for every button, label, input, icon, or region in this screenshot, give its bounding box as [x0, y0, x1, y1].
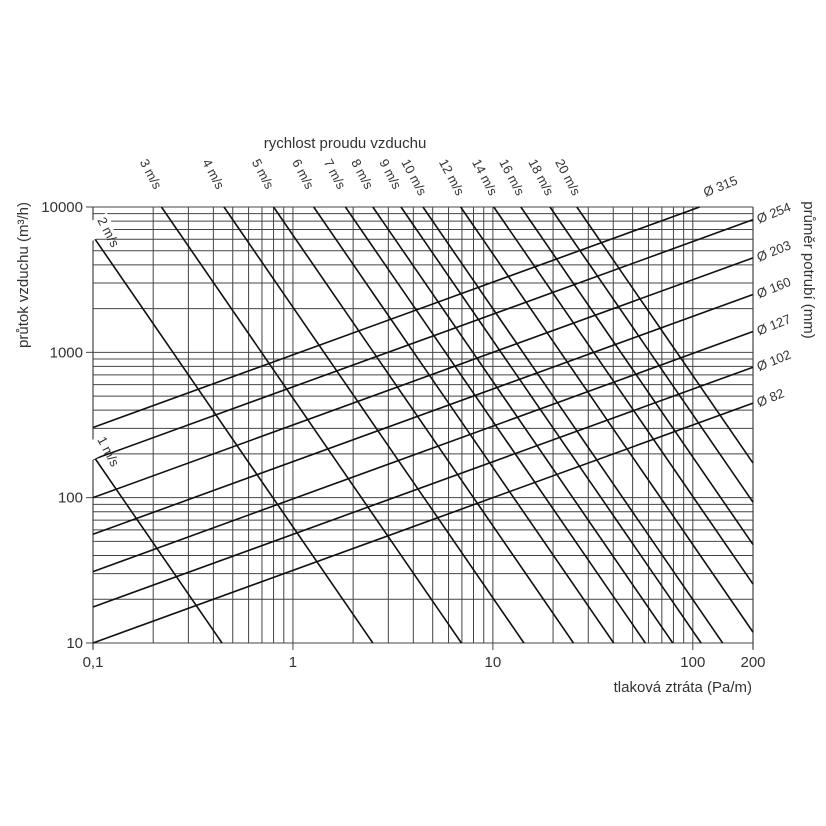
x-tick-label: 0,1	[83, 654, 104, 671]
velocity-label: 3 m/s	[137, 156, 165, 192]
velocity-line	[576, 206, 754, 464]
tick-labels: 0,1 1 10 100 200 10 100 1000 10000	[41, 199, 765, 671]
diameter-label: Ø 160	[755, 274, 793, 301]
diameter-line	[92, 402, 754, 644]
velocity-line	[549, 206, 754, 503]
velocity-line	[272, 206, 575, 644]
velocity-label: 8 m/s	[348, 156, 376, 192]
diameter-label: Ø 102	[755, 347, 793, 374]
y-tick-label: 10000	[41, 199, 83, 216]
velocity-line	[400, 206, 702, 644]
diameter-label: Ø 82	[755, 385, 787, 409]
label-background	[80, 432, 116, 463]
diameter-label: Ø 203	[755, 237, 793, 264]
velocity-line	[313, 206, 615, 644]
velocity-label: 6 m/s	[289, 156, 317, 192]
velocity-line	[372, 206, 674, 644]
velocity-line	[92, 455, 223, 644]
velocity-line	[459, 206, 754, 633]
velocity-line	[422, 206, 724, 644]
diameter-line	[92, 330, 754, 573]
series-lines	[92, 206, 754, 644]
top-axis-title: rychlost proudu vzduchu	[264, 135, 427, 152]
x-axis-title: tlaková ztráta (Pa/m)	[614, 679, 752, 696]
velocity-label: 16 m/s	[496, 156, 528, 198]
velocity-label: 12 m/s	[436, 156, 468, 198]
diameter-line	[92, 218, 754, 461]
velocity-line	[160, 206, 463, 644]
x-tick-label: 1	[289, 654, 297, 671]
diameter-line	[92, 206, 700, 429]
velocity-label: 7 m/s	[321, 156, 349, 192]
y-tick-label: 100	[58, 490, 83, 507]
diameter-line	[92, 366, 754, 608]
velocity-line	[493, 206, 754, 585]
x-tick-label: 10	[485, 654, 502, 671]
velocity-line	[223, 206, 525, 644]
label-background	[80, 212, 116, 243]
diameter-label: Ø 127	[755, 311, 793, 338]
grid	[92, 206, 754, 649]
diameter-line	[92, 257, 754, 499]
velocity-line	[344, 206, 647, 644]
diameter-label: Ø 254	[755, 199, 793, 226]
velocity-label: 20 m/s	[552, 156, 584, 198]
velocity-label: 4 m/s	[199, 156, 227, 192]
x-tick-label: 200	[740, 654, 765, 671]
y-axis-title: průtok vzduchu (m³/h)	[15, 202, 32, 348]
right-axis-title: průměr potrubí (mm)	[800, 201, 817, 339]
velocity-line	[520, 206, 754, 546]
velocity-label: 10 m/s	[398, 156, 430, 198]
y-tick-label: 1000	[50, 344, 83, 361]
diameter-label: Ø 315	[701, 173, 739, 200]
x-tick-label: 100	[680, 654, 705, 671]
diameter-line	[92, 293, 754, 536]
velocity-line	[92, 235, 374, 644]
y-tick-label: 10	[66, 635, 83, 652]
velocity-label: 5 m/s	[249, 156, 277, 192]
